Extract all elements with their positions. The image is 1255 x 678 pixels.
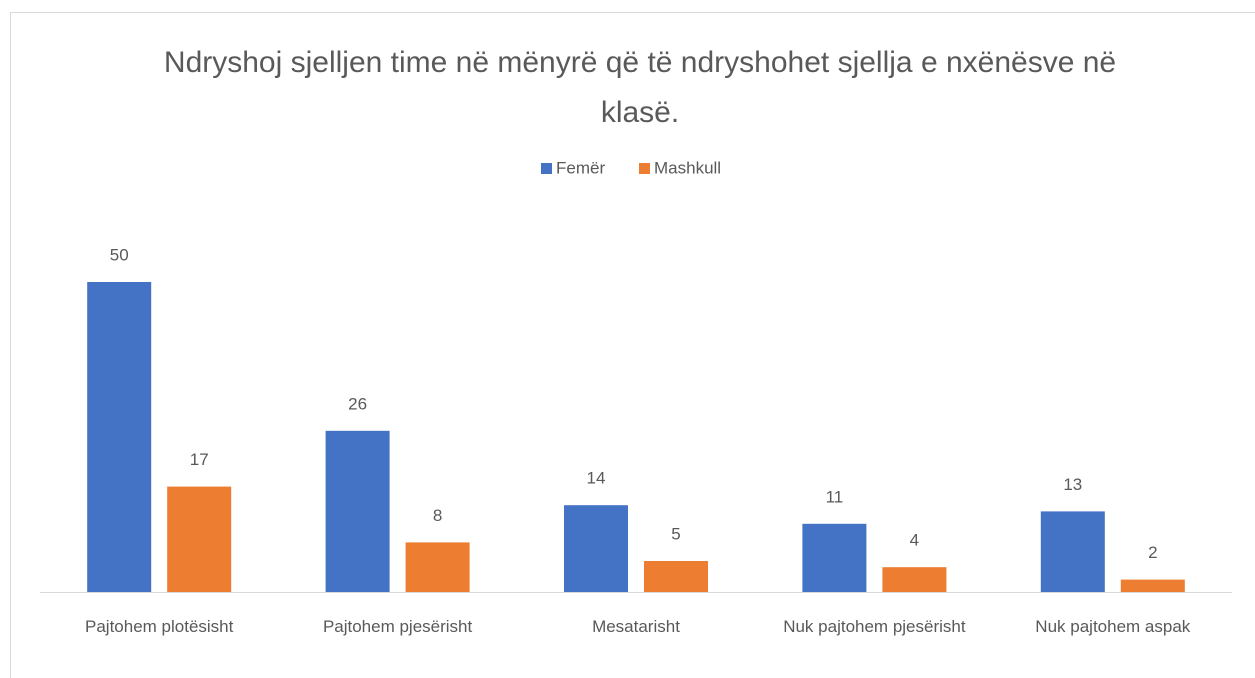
legend-swatch xyxy=(639,163,650,174)
legend-swatch xyxy=(541,163,552,174)
bar xyxy=(882,567,947,592)
bar xyxy=(87,282,152,592)
data-label: 26 xyxy=(348,394,367,413)
bar xyxy=(405,542,470,592)
bar xyxy=(1040,511,1105,592)
data-label: 8 xyxy=(433,506,442,525)
x-tick-label: Mesatarisht xyxy=(592,617,680,636)
bar xyxy=(1120,579,1185,592)
x-tick-label: Pajtohem plotësisht xyxy=(85,617,234,636)
chart-frame xyxy=(10,12,1255,678)
bar xyxy=(644,561,708,592)
bar xyxy=(564,505,628,592)
data-label: 17 xyxy=(190,450,209,469)
x-tick-label: Pajtohem pjesërisht xyxy=(322,617,473,636)
data-label: 50 xyxy=(110,245,129,264)
data-label: 14 xyxy=(587,469,606,488)
legend-label: Mashkull xyxy=(654,158,721,177)
bar xyxy=(167,486,232,592)
chart-title: Ndryshoj sjelljen time në mënyrë që të n… xyxy=(163,46,1117,129)
bar xyxy=(802,523,867,592)
data-label: 2 xyxy=(1148,543,1157,562)
x-tick-label: Nuk pajtohem aspak xyxy=(1035,617,1191,636)
legend-label: Femër xyxy=(556,158,605,177)
data-label: 4 xyxy=(910,531,919,550)
data-label: 13 xyxy=(1063,475,1082,494)
data-label: 5 xyxy=(671,524,680,543)
data-label: 11 xyxy=(826,487,844,506)
bar xyxy=(325,430,390,592)
x-tick-label: Nuk pajtohem pjesërisht xyxy=(783,617,966,636)
